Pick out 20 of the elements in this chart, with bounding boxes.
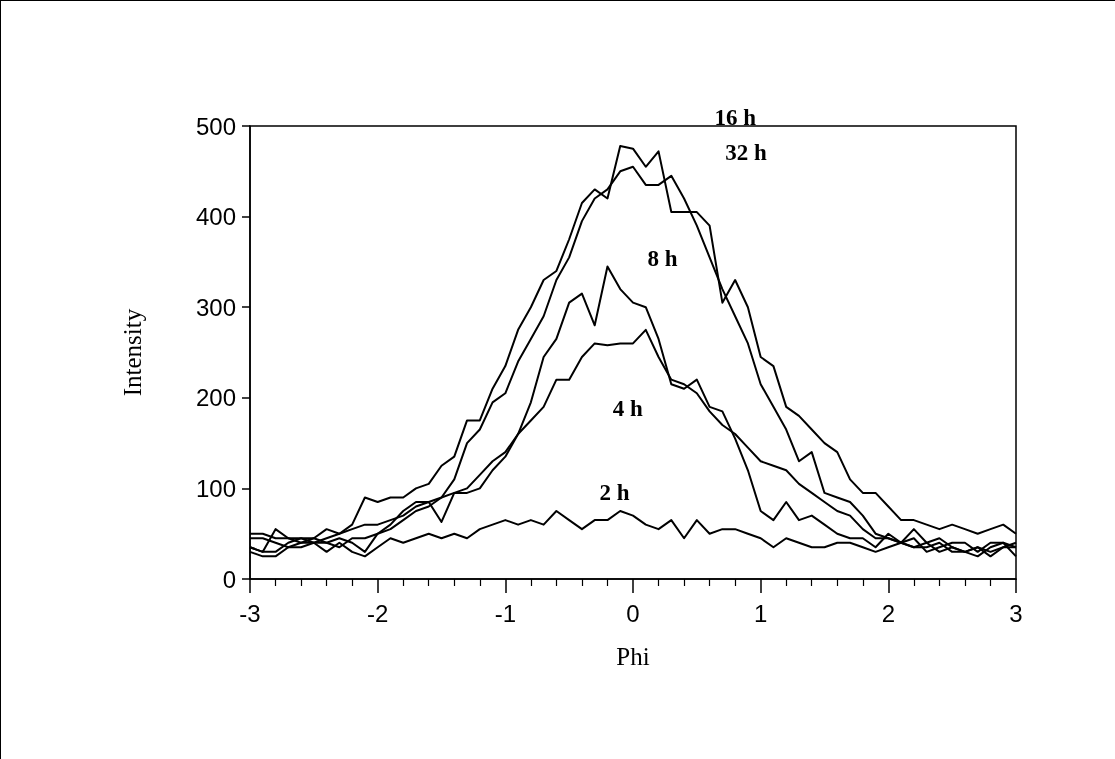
series-label: 4 h [612, 396, 643, 422]
x-tick-label: -1 [494, 599, 517, 627]
y-tick-label: 300 [195, 293, 236, 321]
x-tick-label: 1 [753, 599, 768, 627]
x-tick-label: -3 [239, 599, 261, 627]
series-label: 8 h [647, 245, 678, 271]
x-tick-label: 0 [626, 599, 640, 627]
y-tick-label: 100 [195, 474, 236, 502]
x-axis-title: Phi [616, 643, 650, 670]
series-label: 2 h [599, 479, 630, 505]
y-tick-label: 400 [195, 203, 236, 231]
x-tick-label: 2 [881, 599, 896, 627]
x-tick-label: 3 [1009, 599, 1023, 627]
y-tick-label: 0 [222, 565, 236, 593]
x-tick-label: -2 [366, 599, 389, 627]
y-tick-label: 200 [195, 384, 236, 412]
text: 32 h [725, 140, 767, 166]
text: 16 h [714, 105, 757, 131]
y-tick-label: 500 [195, 112, 236, 140]
y-axis-title: Intensity [119, 308, 146, 397]
